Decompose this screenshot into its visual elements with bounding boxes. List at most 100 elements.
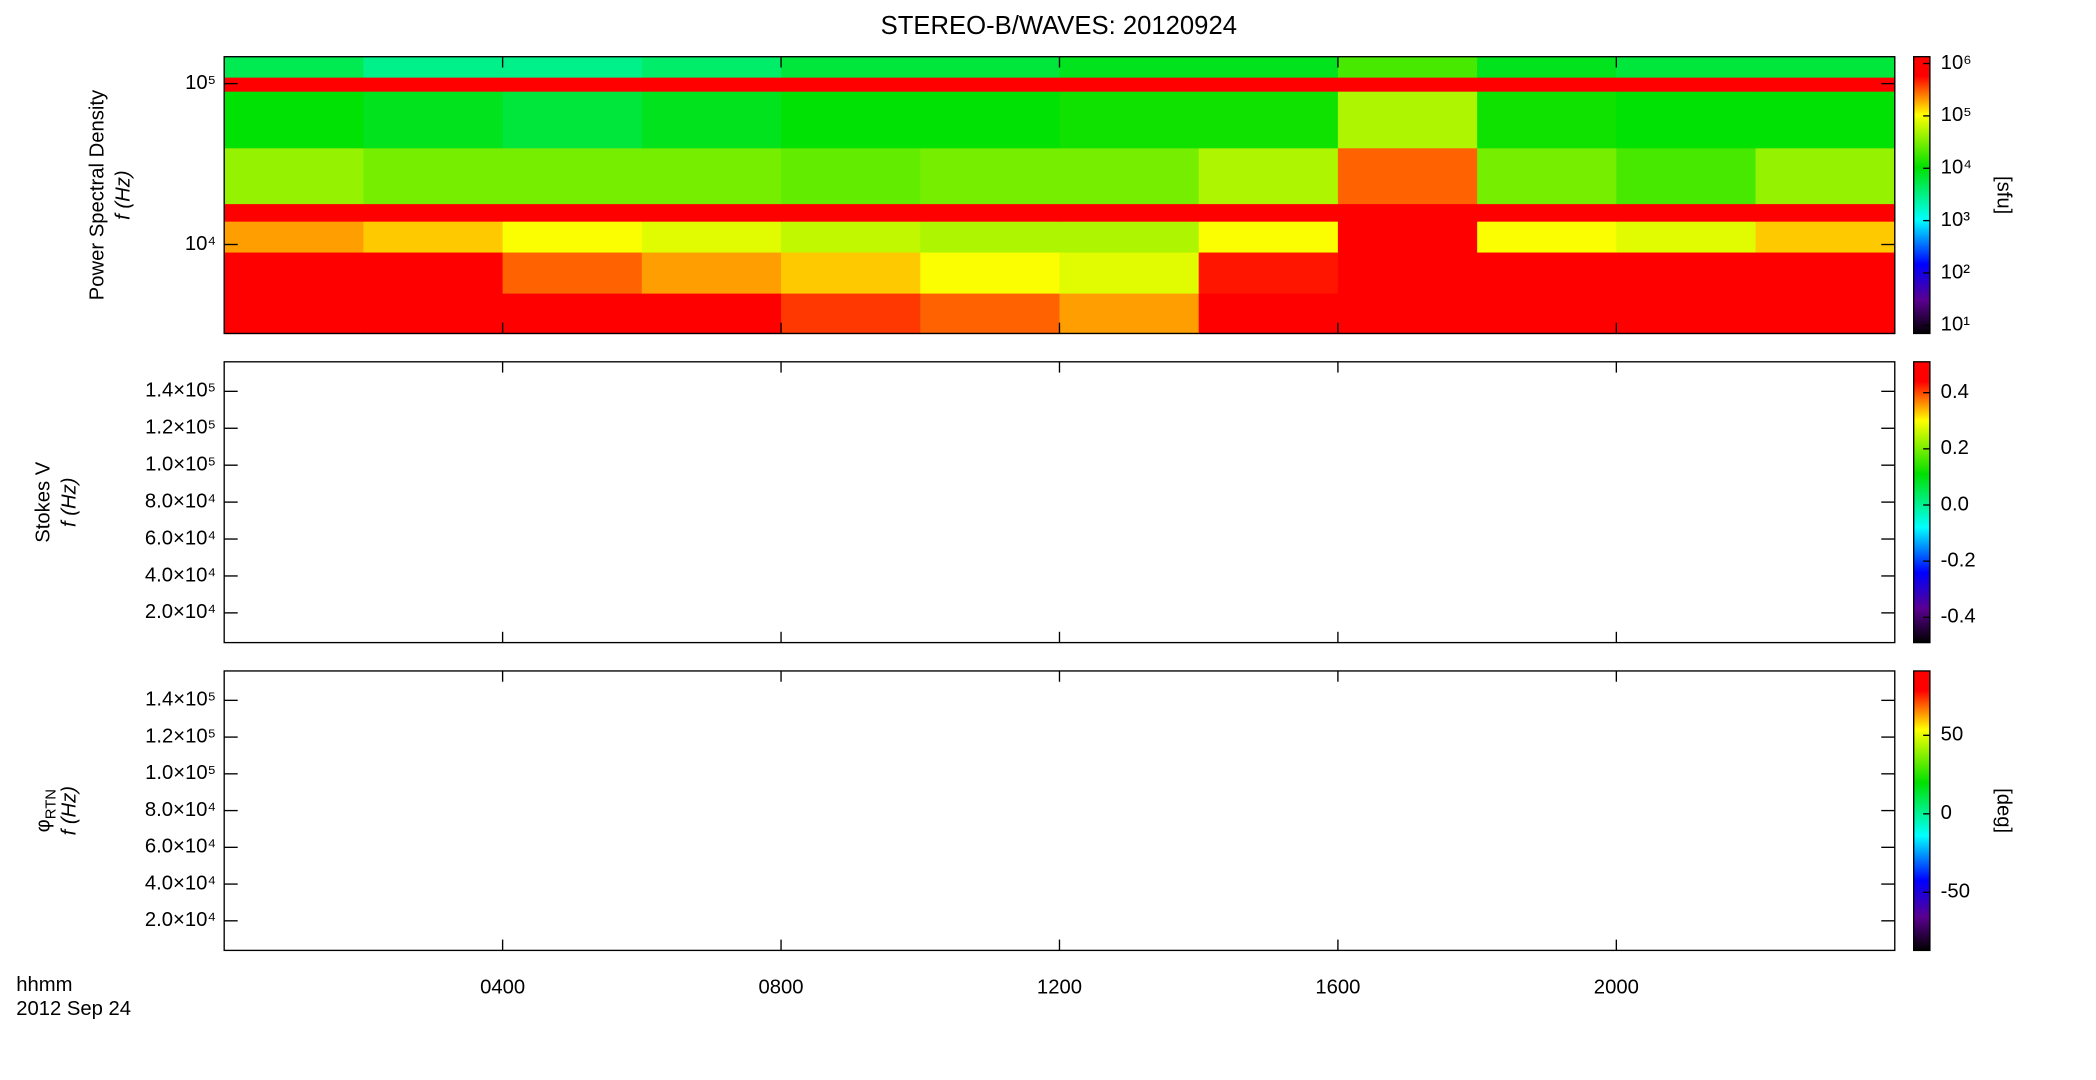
heatmap-cell (1616, 147, 1757, 205)
heatmap-cell (502, 90, 643, 149)
y-tick-label: 10⁵ (185, 72, 216, 94)
heatmap-cell (781, 147, 921, 205)
heatmap-cell (1337, 56, 1478, 78)
heatmap-cell (363, 76, 504, 92)
heatmap-cell (1337, 251, 1478, 294)
heatmap-cell (1059, 251, 1200, 294)
x-tick-label: 1600 (1315, 977, 1360, 999)
heatmap-cell (224, 251, 365, 294)
heatmap-cell (1616, 90, 1757, 149)
heatmap-cell (1337, 203, 1478, 222)
heatmap-cell (224, 220, 365, 253)
heatmap-cell (1059, 76, 1200, 92)
heatmap-cell (1477, 292, 1618, 335)
heatmap-cell (1198, 251, 1339, 294)
y-tick-label: 1.4×10⁵ (145, 380, 216, 402)
heatmap-cell (641, 203, 782, 222)
heatmap-cell (781, 90, 921, 149)
y-tick-label: 1.0×10⁵ (145, 454, 216, 476)
heatmap-cell (920, 90, 1061, 149)
heatmap-cell (641, 292, 782, 335)
heatmap-cell (1477, 147, 1618, 205)
colorbar (1913, 670, 1931, 952)
y-tick-label: 1.2×10⁵ (145, 725, 216, 747)
heatmap-cell (641, 147, 782, 205)
colorbar-tick-label: 10¹ (1941, 314, 1971, 336)
heatmap-cell (502, 76, 643, 92)
x-tick-label: 0400 (480, 977, 525, 999)
colorbar-tick-label: 0.2 (1941, 437, 1969, 459)
heatmap-cell (363, 203, 504, 222)
heatmap-cell (1198, 203, 1339, 222)
heatmap-cell (920, 56, 1061, 78)
colorbar-tick-label: 10² (1941, 261, 1971, 283)
y-tick-label: 4.0×10⁴ (145, 564, 216, 586)
heatmap-cell (920, 203, 1061, 222)
heatmap-cell (1337, 90, 1478, 149)
heatmap-cell (1616, 76, 1757, 92)
colorbar-label: [deg] (1992, 788, 2014, 833)
y-axis-label: φRTN (33, 789, 59, 832)
heatmap-cell (502, 56, 643, 78)
y-axis-label-sub: RTN (43, 789, 59, 819)
heatmap-cell (1337, 220, 1478, 253)
heatmap-cell (1477, 56, 1618, 78)
y-axis-label: f (Hz) (59, 477, 81, 526)
heatmap-cell (224, 147, 365, 205)
heatmap-cell (641, 56, 782, 78)
colorbar-tick-label: -0.4 (1941, 606, 1976, 628)
heatmap-cell (502, 251, 643, 294)
y-tick-label: 8.0×10⁴ (145, 490, 216, 512)
heatmap-cell (1059, 203, 1200, 222)
heatmap-cell (1755, 220, 1896, 253)
x-tick-label: 0800 (759, 977, 804, 999)
heatmap-cell (781, 203, 921, 222)
heatmap-cell (920, 251, 1061, 294)
heatmap-cell (502, 147, 643, 205)
heatmap-cell (1059, 220, 1200, 253)
heatmap-cell (1059, 56, 1200, 78)
heatmap-cell (224, 90, 365, 149)
heatmap-cell (1616, 203, 1757, 222)
heatmap-cell (781, 292, 921, 335)
heatmap-cell (920, 147, 1061, 205)
x-tick-label: 2000 (1594, 977, 1639, 999)
y-tick-label: 2.0×10⁴ (145, 909, 216, 931)
heatmap-cell (502, 292, 643, 335)
heatmap-cell (1477, 76, 1618, 92)
heatmap-cell (1755, 56, 1896, 78)
heatmap-cell (1616, 292, 1757, 335)
y-tick-label: 4.0×10⁴ (145, 872, 216, 894)
y-axis-label-text: Power Spectral Density (87, 89, 109, 300)
y-tick-label: 1.2×10⁵ (145, 417, 216, 439)
heatmap-cell (363, 90, 504, 149)
heatmap-cell (1337, 147, 1478, 205)
heatmap-cell (224, 203, 365, 222)
colorbar-tick-label: 0.4 (1941, 381, 1969, 403)
colorbar-label: [sfu] (1992, 176, 2014, 214)
colorbar-tick-label: 10⁵ (1941, 104, 1972, 126)
heatmap-cell (1198, 76, 1339, 92)
heatmap-cell (1755, 203, 1896, 222)
heatmap-cell (1616, 251, 1757, 294)
date-label: 2012 Sep 24 (16, 998, 131, 1020)
heatmap-cell (1198, 220, 1339, 253)
heatmap-cell (1755, 251, 1896, 294)
y-tick-label: 2.0×10⁴ (145, 601, 216, 623)
y-tick-label: 6.0×10⁴ (145, 527, 216, 549)
heatmap-cell (363, 56, 504, 78)
heatmap-cell (224, 292, 365, 335)
heatmap-cell (781, 56, 921, 78)
heatmap-cell (1059, 292, 1200, 335)
heatmap-cell (1616, 220, 1757, 253)
colorbar-tick-label: -50 (1941, 881, 1970, 903)
y-axis-label: f (Hz) (113, 170, 135, 219)
heatmap-cell (1477, 251, 1618, 294)
heatmap-cell (502, 203, 643, 222)
heatmap-cell (1059, 90, 1200, 149)
heatmap-cell (641, 251, 782, 294)
x-tick-label: 1200 (1037, 977, 1082, 999)
heatmap-cell (363, 251, 504, 294)
heatmap-cell (224, 76, 365, 92)
